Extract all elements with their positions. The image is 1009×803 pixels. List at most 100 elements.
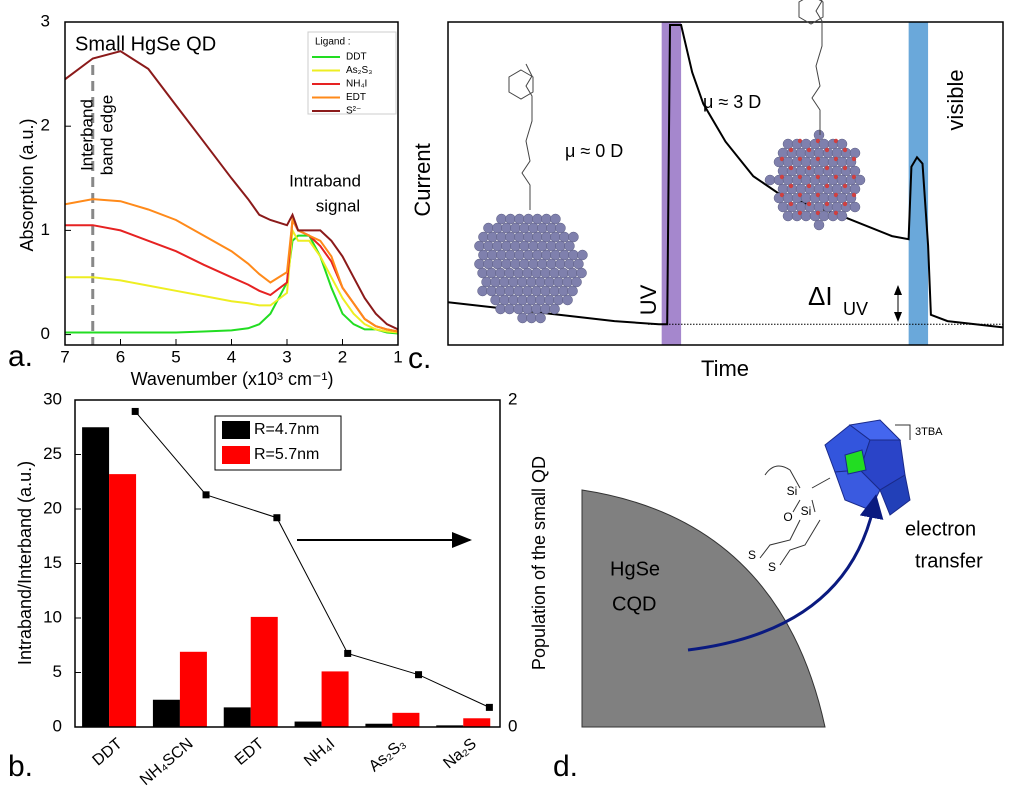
atom: [514, 249, 525, 261]
atom: [546, 240, 557, 252]
atom: [797, 138, 803, 144]
atom: [813, 183, 825, 195]
diagram-label: HgSe: [610, 558, 660, 580]
atom: [540, 303, 551, 315]
molecule-bonds: [759, 465, 831, 566]
atom: [795, 147, 807, 159]
bar: [109, 474, 137, 727]
atom: [510, 240, 521, 252]
y-tick-label: 1: [41, 220, 50, 239]
annotation: ΔI: [808, 281, 833, 311]
atom: [522, 303, 533, 315]
atom: [818, 174, 830, 186]
series-line: [448, 24, 1003, 329]
atom: [795, 201, 807, 213]
diagram-label: CQD: [612, 593, 656, 615]
atom: [779, 156, 785, 162]
atom: [523, 231, 534, 243]
atom: [800, 210, 812, 222]
axis-label: UV: [636, 284, 661, 315]
atom: [513, 267, 524, 279]
atom: [568, 231, 579, 243]
annotation: UV: [843, 299, 868, 319]
y2-tick-label: 0: [508, 716, 517, 735]
atom: [504, 303, 515, 315]
atom: [531, 267, 542, 279]
atom: [544, 294, 555, 306]
atom: [549, 285, 560, 297]
polyoxometalate: [824, 419, 911, 516]
atom: [813, 219, 825, 231]
atom: [800, 156, 812, 168]
legend-box: [307, 31, 397, 115]
atom: [535, 294, 546, 306]
atom: [815, 174, 821, 180]
atom: [537, 222, 548, 234]
annotation: Intraband: [289, 171, 361, 190]
atom: [818, 156, 830, 168]
atom: [495, 285, 506, 297]
atom: [546, 222, 557, 234]
atom: [496, 213, 507, 225]
atom: [842, 201, 848, 207]
atom: [815, 156, 821, 162]
atom: [513, 303, 524, 315]
atom: [478, 249, 489, 261]
bar: [392, 712, 420, 727]
atom: [474, 240, 485, 252]
y-tick-label: 20: [43, 498, 62, 517]
annotation: μ ≈ 3 D: [703, 92, 761, 112]
atom: [550, 213, 561, 225]
bar: [463, 718, 491, 727]
atom: [541, 213, 552, 225]
legend-label: NH₄I: [346, 79, 367, 90]
atom: [797, 192, 803, 198]
x-tick-label: NH₄SCN: [137, 735, 197, 789]
atom: [806, 183, 812, 189]
atom: [481, 276, 492, 288]
atom: [842, 183, 848, 189]
atom: [576, 267, 587, 279]
atom: [833, 192, 839, 198]
atom: [836, 138, 848, 150]
atom: [541, 249, 552, 261]
atom: [777, 183, 789, 195]
atom: [510, 258, 521, 270]
x-tick-label: 2: [338, 347, 347, 366]
axis-label: Population of the small QD: [529, 456, 549, 670]
atom: [782, 156, 794, 168]
atom: [833, 156, 839, 162]
atom: [813, 165, 825, 177]
atom: [849, 165, 861, 177]
y2-tick-label: 2: [508, 389, 517, 408]
y-tick-label: 2: [41, 116, 50, 135]
population-marker: [273, 514, 281, 522]
atom: [555, 240, 566, 252]
atom: [797, 156, 803, 162]
x-tick-label: As₂S₃: [366, 735, 409, 775]
bar: [250, 616, 278, 727]
atom: [559, 231, 570, 243]
legend-swatch: [222, 421, 250, 439]
atom: [779, 174, 785, 180]
atom: [824, 147, 830, 153]
atom: [528, 258, 539, 270]
series-line: [65, 198, 398, 333]
y-tick-label: 0: [53, 716, 62, 735]
atom: [553, 276, 564, 288]
atom: [782, 174, 794, 186]
panel-label: c.: [408, 342, 431, 375]
atom: [508, 294, 519, 306]
atom: [550, 249, 561, 261]
atom: [531, 285, 542, 297]
population-marker: [344, 649, 352, 657]
atom: [788, 201, 794, 207]
atom: [537, 240, 548, 252]
atom: [504, 267, 515, 279]
atom: [526, 294, 537, 306]
bar: [321, 671, 349, 727]
atom: [496, 231, 507, 243]
axis-label: visible: [943, 69, 968, 130]
atom: [519, 258, 530, 270]
atom: [833, 174, 839, 180]
